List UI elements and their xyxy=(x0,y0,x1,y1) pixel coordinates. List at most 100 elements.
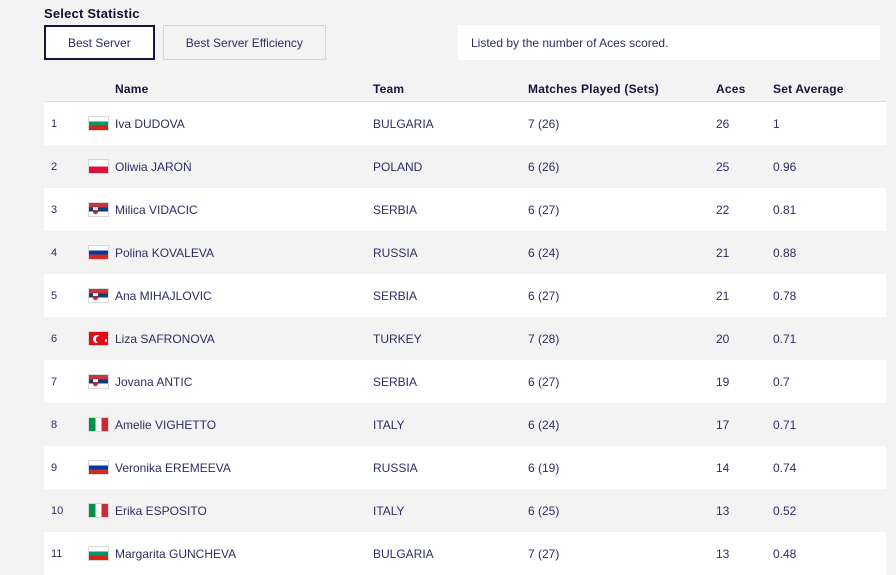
italy-flag-icon xyxy=(88,417,109,432)
flag-cell xyxy=(88,245,115,260)
team-name: ITALY xyxy=(373,503,405,518)
rank-cell: 6 xyxy=(51,332,58,345)
serbia-flag-icon xyxy=(88,202,109,217)
column-header-set-average: Set Average xyxy=(773,81,844,96)
matches-played: 7 (26) xyxy=(528,116,560,131)
table-header-row: Name Team Matches Played (Sets) Aces Set… xyxy=(44,76,886,102)
team-name: RUSSIA xyxy=(373,245,418,260)
aces-count: 20 xyxy=(716,331,730,346)
team-name: BULGARIA xyxy=(373,116,434,131)
aces-count: 13 xyxy=(716,503,730,518)
table-row[interactable]: 3 Milica VIDACIC SERBIA 6 (27) 22 0.81 xyxy=(44,188,886,231)
team-name: TURKEY xyxy=(373,331,422,346)
set-average: 0.74 xyxy=(773,460,797,475)
set-average: 0.71 xyxy=(773,417,797,432)
set-average: 0.81 xyxy=(773,202,797,217)
rank-cell: 1 xyxy=(51,117,58,130)
player-name: Polina KOVALEVA xyxy=(115,245,214,260)
table-row[interactable]: 11 Margarita GUNCHEVA BULGARIA 7 (27) 13… xyxy=(44,532,886,575)
player-name: Amelie VIGHETTO xyxy=(115,417,217,432)
team-name: BULGARIA xyxy=(373,546,434,561)
aces-count: 13 xyxy=(716,546,730,561)
flag-cell xyxy=(88,288,115,303)
table-row[interactable]: 7 Jovana ANTIC SERBIA 6 (27) 19 0.7 xyxy=(44,360,886,403)
matches-played: 7 (28) xyxy=(528,331,560,346)
player-name: Margarita GUNCHEVA xyxy=(115,546,237,561)
note-box: Listed by the number of Aces scored. xyxy=(458,25,880,60)
table-row[interactable]: 6 Liza SAFRONOVA TURKEY 7 (28) 20 0.71 xyxy=(44,317,886,360)
aces-count: 19 xyxy=(716,374,730,389)
best-server-table: Name Team Matches Played (Sets) Aces Set… xyxy=(44,76,886,575)
rank-cell: 9 xyxy=(51,461,58,474)
rank-cell: 8 xyxy=(51,418,58,431)
bulgaria-flag-icon xyxy=(88,546,109,561)
page-title: Select Statistic xyxy=(44,6,140,21)
table-row[interactable]: 2 Oliwia JAROŃ POLAND 6 (26) 25 0.96 xyxy=(44,145,886,188)
matches-played: 6 (25) xyxy=(528,503,560,518)
player-name: Jovana ANTIC xyxy=(115,374,193,389)
russia-flag-icon xyxy=(88,460,109,475)
table-row[interactable]: 4 Polina KOVALEVA RUSSIA 6 (24) 21 0.88 xyxy=(44,231,886,274)
flag-cell xyxy=(88,460,115,475)
table-row[interactable]: 1 Iva DUDOVA BULGARIA 7 (26) 26 1 xyxy=(44,102,886,145)
russia-flag-icon xyxy=(88,245,109,260)
flag-cell xyxy=(88,546,115,561)
table-row[interactable]: 5 Ana MIHAJLOVIC SERBIA 6 (27) 21 0.78 xyxy=(44,274,886,317)
table-body: 1 Iva DUDOVA BULGARIA 7 (26) 26 1 2 Oliw… xyxy=(44,102,886,575)
set-average: 0.88 xyxy=(773,245,797,260)
team-name: SERBIA xyxy=(373,288,418,303)
player-name: Erika ESPOSITO xyxy=(115,503,207,518)
aces-count: 17 xyxy=(716,417,730,432)
set-average: 0.7 xyxy=(773,374,790,389)
flag-cell xyxy=(88,331,115,346)
tab-best-server[interactable]: Best Server xyxy=(44,25,155,60)
statistic-tabs: Best Server Best Server Efficiency xyxy=(44,25,326,60)
set-average: 0.48 xyxy=(773,546,797,561)
rank-cell: 7 xyxy=(51,375,58,388)
team-name: POLAND xyxy=(373,159,423,174)
note-text: Listed by the number of Aces scored. xyxy=(471,35,669,50)
team-name: ITALY xyxy=(373,417,405,432)
table-row[interactable]: 10 Erika ESPOSITO ITALY 6 (25) 13 0.52 xyxy=(44,489,886,532)
column-header-matches: Matches Played (Sets) xyxy=(528,81,659,96)
column-header-team: Team xyxy=(373,81,405,96)
tab-best-server-efficiency[interactable]: Best Server Efficiency xyxy=(162,25,326,60)
player-name: Liza SAFRONOVA xyxy=(115,331,215,346)
player-name: Ana MIHAJLOVIC xyxy=(115,288,212,303)
team-name: RUSSIA xyxy=(373,460,418,475)
matches-played: 6 (27) xyxy=(528,288,560,303)
table-row[interactable]: 9 Veronika EREMEEVA RUSSIA 6 (19) 14 0.7… xyxy=(44,446,886,489)
rank-cell: 5 xyxy=(51,289,58,302)
matches-played: 6 (26) xyxy=(528,159,560,174)
rank-cell: 3 xyxy=(51,203,58,216)
flag-cell xyxy=(88,374,115,389)
matches-played: 6 (24) xyxy=(528,417,560,432)
italy-flag-icon xyxy=(88,503,109,518)
team-name: SERBIA xyxy=(373,202,418,217)
aces-count: 21 xyxy=(716,245,730,260)
flag-cell xyxy=(88,159,115,174)
matches-played: 6 (19) xyxy=(528,460,560,475)
set-average: 0.71 xyxy=(773,331,797,346)
rank-cell: 10 xyxy=(51,504,64,517)
matches-played: 6 (27) xyxy=(528,202,560,217)
matches-played: 6 (24) xyxy=(528,245,560,260)
table-row[interactable]: 8 Amelie VIGHETTO ITALY 6 (24) 17 0.71 xyxy=(44,403,886,446)
aces-count: 21 xyxy=(716,288,730,303)
aces-count: 22 xyxy=(716,202,730,217)
team-name: SERBIA xyxy=(373,374,418,389)
poland-flag-icon xyxy=(88,159,109,174)
flag-cell xyxy=(88,417,115,432)
flag-cell xyxy=(88,202,115,217)
aces-count: 25 xyxy=(716,159,730,174)
flag-cell xyxy=(88,116,115,131)
rank-cell: 4 xyxy=(51,246,58,259)
aces-count: 26 xyxy=(716,116,730,131)
player-name: Milica VIDACIC xyxy=(115,202,198,217)
column-header-aces: Aces xyxy=(716,81,746,96)
set-average: 1 xyxy=(773,116,780,131)
rank-cell: 11 xyxy=(51,547,63,560)
player-name: Oliwia JAROŃ xyxy=(115,159,192,174)
flag-cell xyxy=(88,503,115,518)
